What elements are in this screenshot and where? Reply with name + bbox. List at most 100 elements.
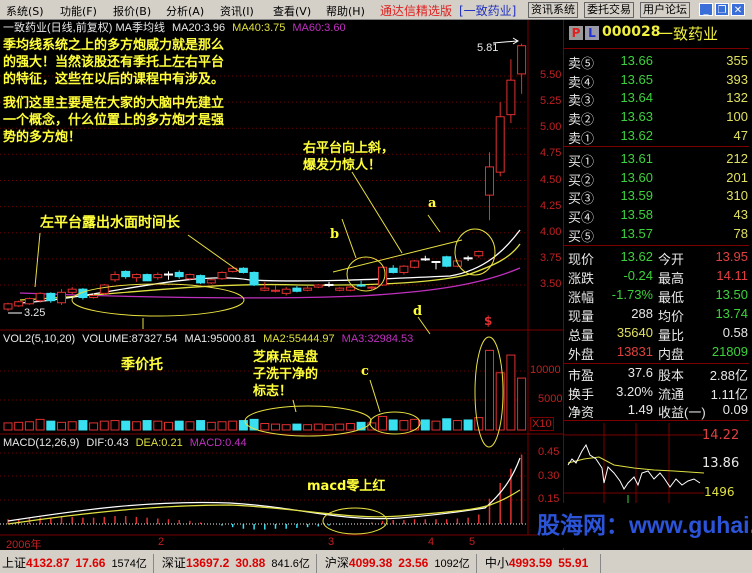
fund-value: 0.09 — [722, 402, 748, 418]
ask-label: 卖① — [568, 130, 595, 146]
price-axis-label: 3.75 — [540, 251, 562, 264]
menu-view[interactable]: 查看(V) — [273, 5, 312, 18]
candle — [196, 274, 206, 284]
vol-title: VOL2(5,10,20) — [3, 333, 76, 345]
close-icon[interactable]: ✕ — [731, 3, 745, 16]
news-system-button[interactable]: 资讯系统 — [528, 2, 578, 18]
volume-bar — [121, 420, 131, 431]
ask-price: 13.62 — [620, 127, 653, 143]
price-axis-label: 3.50 — [540, 278, 562, 290]
volume-bar — [495, 372, 505, 431]
menu-news[interactable]: 资讯(I) — [220, 5, 254, 18]
index-0[interactable]: 上证4132.87 17.66 1574亿 — [2, 554, 154, 573]
candle — [142, 273, 152, 282]
minimize-icon[interactable]: _ — [699, 3, 713, 16]
bid-price: 13.57 — [620, 225, 653, 241]
volume-bar — [388, 419, 398, 431]
candle — [356, 280, 366, 288]
vol-unit: X10 — [530, 417, 554, 431]
kline-chart[interactable] — [0, 20, 563, 550]
candle — [431, 260, 441, 270]
fund-label: 股本 — [658, 368, 685, 383]
quote-panel: P L 000028 一致药业 卖⑤ 13.66 355 卖④ 13.65 393 卖③ 13… — [563, 20, 752, 550]
price-axis-label: 4.75 — [540, 147, 562, 160]
candle — [399, 265, 409, 275]
ask-label: 卖⑤ — [568, 56, 595, 71]
bid-row: 买① 13.61 212 — [568, 151, 748, 169]
stat-value: 13831 — [616, 344, 653, 359]
volume-bar — [313, 423, 323, 431]
stat-value: 14.11 — [716, 268, 748, 283]
ask-row: 卖① 13.62 47 — [568, 128, 748, 146]
ask-price: 13.65 — [620, 71, 653, 87]
fund-value: 37.6 — [627, 365, 653, 380]
index-k: 沪深 — [324, 556, 349, 570]
left-platform-note: 左平台露出水面时间长 — [40, 215, 180, 231]
vol-axis-5000: 5000 — [538, 393, 563, 405]
intraday-mini-chart[interactable] — [564, 423, 752, 503]
d-ellipse — [474, 336, 504, 448]
ask-volume: 100 — [726, 109, 748, 125]
forum-button[interactable]: 用户论坛 — [640, 2, 690, 18]
candle — [303, 286, 313, 292]
volume-bar — [196, 420, 206, 431]
stat-row: 涨幅 -1.73% 最低 13.50 — [568, 287, 748, 305]
candle — [335, 287, 345, 292]
chart-title: 一致药业(日线,前复权) MA季均线 — [3, 22, 165, 34]
volume-bar — [281, 424, 291, 431]
bid-volume: 78 — [733, 225, 748, 241]
p-button[interactable]: P — [569, 26, 583, 40]
stat-value: 13.50 — [715, 287, 748, 302]
stock-code: 000028 — [602, 24, 661, 40]
candle — [89, 293, 99, 299]
volume-bar — [292, 423, 302, 431]
fund-label: 净资 — [568, 405, 595, 421]
candle — [174, 270, 184, 279]
bid-row: 买④ 13.58 43 — [568, 207, 748, 225]
volume-bar — [174, 420, 184, 431]
volume-bar — [57, 421, 66, 431]
restore-icon[interactable]: ❐ — [715, 3, 729, 16]
mini-vol: 1496 — [704, 485, 735, 499]
ma60-value: MA60:3.60 — [292, 22, 346, 34]
vol-axis-10000: 10000 — [530, 364, 561, 376]
trade-button[interactable]: 委托交易 — [584, 2, 634, 18]
candle — [345, 286, 355, 292]
volume-bar — [356, 421, 366, 431]
candle — [420, 255, 430, 261]
stat-label: 最高 — [658, 271, 685, 286]
candle — [24, 297, 34, 305]
volume-bar — [399, 420, 409, 431]
menu-quote[interactable]: 报价(B) — [113, 5, 152, 18]
index-a: 1092亿 — [434, 558, 470, 570]
vol-header: VOL2(5,10,20) VOLUME:87327.54 MA1:95000.… — [3, 333, 413, 346]
ask-label: 卖④ — [568, 74, 595, 90]
menu-system[interactable]: 系统(S) — [6, 5, 44, 18]
intro-text-1: 季均线系统之上的多方炮威力就是那么 的强大！当然该股还有季托上左右平台 的特征，这些… — [3, 38, 225, 87]
intro-text-2: 我们这里主要是在大家的大脑中先建立 一个概念，什么位置上的多方炮才是强 势的多方炮！ — [3, 96, 225, 145]
index-3[interactable]: 中小4993.59 55.91 — [484, 554, 602, 573]
l-button[interactable]: L — [585, 26, 599, 40]
index-2[interactable]: 沪深4099.38 23.56 1092亿 — [325, 554, 477, 573]
fundamental-row: 市盈 37.6 股本 2.88亿 — [568, 365, 748, 383]
volume-bar — [303, 424, 313, 431]
ma20-value: MA20:3.96 — [171, 22, 226, 34]
index-v: 4132.87 — [26, 556, 70, 570]
stat-label: 今开 — [658, 252, 685, 267]
candle — [78, 288, 88, 300]
candle — [121, 270, 131, 279]
menu-analysis[interactable]: 分析(A) — [166, 5, 205, 18]
bid-row: 买② 13.60 201 — [568, 170, 748, 188]
watermark: 股海网：www.guhai.com.cn — [537, 503, 752, 548]
sesame-ellipse — [244, 405, 372, 437]
ask-row: 卖③ 13.64 132 — [568, 90, 748, 108]
macd-ellipse — [322, 507, 388, 535]
menu-help[interactable]: 帮助(H) — [326, 5, 365, 18]
menu-function[interactable]: 功能(F) — [60, 5, 97, 18]
stat-value: 13.62 — [620, 249, 653, 264]
price-axis-label: 5.00 — [540, 121, 562, 134]
avg-price-line — [567, 456, 705, 474]
index-1[interactable]: 深证13697.2 30.88 841.6亿 — [162, 554, 317, 573]
index-k: 中小 — [484, 556, 509, 570]
candle — [463, 255, 473, 261]
